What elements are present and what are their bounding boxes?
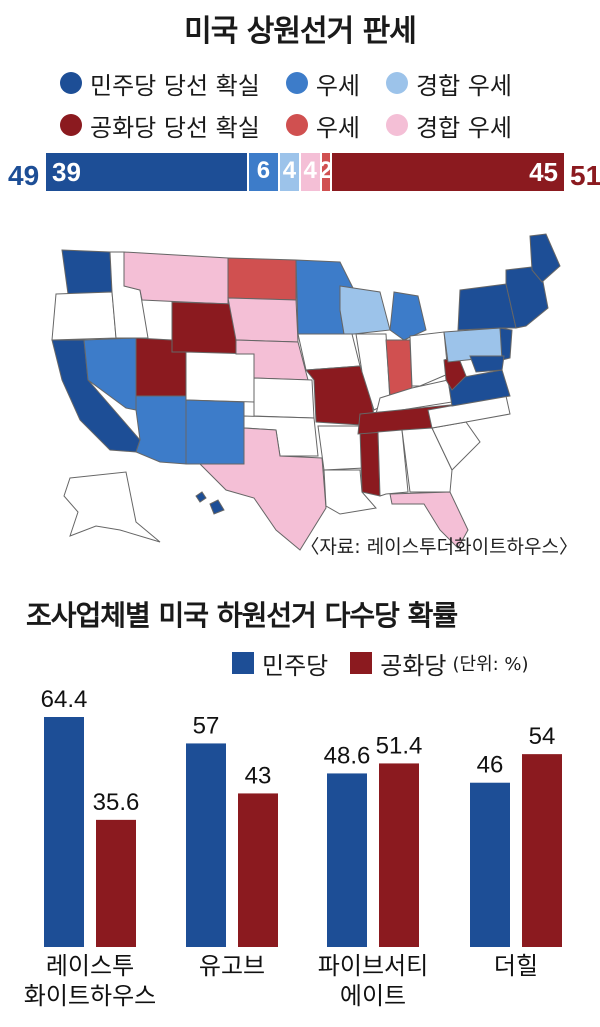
legend-label: 공화당 당선 확실 [90,113,260,142]
bar-0-0 [44,717,84,947]
map-state-ohio [409,331,449,387]
legend-item-rep-lean: 우세 [285,108,360,143]
bar-value-label: 54 [529,723,556,750]
map-state-arkansas [317,425,365,471]
legend-swatch-icon [386,72,408,94]
legend-republican: 공화당 당선 확실 우세 경합 우세 [60,108,538,142]
bar-value-label: 35.6 [93,789,140,816]
category-label: 유고브 [199,952,265,980]
legend-swatch-icon [232,652,254,674]
us-map [51,233,561,551]
legend-swatch-icon [60,72,82,94]
seat-segment-0: 39 [46,153,249,191]
unit-label: (단위: %) [452,654,529,675]
map-state-colorado [185,351,255,403]
map-state-florida [389,491,469,549]
map-state-hawaii [195,491,225,515]
map-state-wisconsin [339,285,391,335]
map-state-south-dakota [227,297,299,343]
seat-segment-3: 4 [300,153,322,191]
legend-label: 경합 우세 [416,71,512,100]
legend-democrat: 민주당 당선 확실 우세 경합 우세 [60,66,538,100]
map-state-kansas [253,377,315,419]
seat-segment-label: 39 [52,157,81,187]
seat-segment-2: 4 [280,153,301,191]
bar-3-0 [470,782,510,947]
legend-label-rep: 공화당 [380,651,447,680]
dem-total: 49 [8,160,40,191]
rep-total: 51 [570,160,600,191]
bar-value-label: 48.6 [324,742,371,769]
category-label: 레이스투 [46,952,134,980]
map-state-louisiana [323,469,377,515]
map-state-oregon [51,291,117,341]
bar-2-0 [327,773,367,947]
category-label: 에이트 [340,982,406,1010]
map-state-michigan [389,291,427,341]
seat-segment-label: 4 [282,157,297,184]
bar-0-1 [96,819,136,947]
category-label: 파이브서티 [318,952,428,980]
category-label: 더힐 [494,952,538,980]
seat-segment-1: 6 [248,153,280,191]
legend-label: 우세 [315,71,360,100]
seat-segment-4: 2 [319,153,333,191]
legend-item-rep-tossup: 경합 우세 [386,108,512,143]
map-state-north-dakota [227,257,297,301]
legend-item-dem-safe: 민주당 당선 확실 [60,66,260,101]
legend-item-dem-lean: 우세 [285,66,360,101]
seat-segment-label: 6 [256,157,271,184]
map-state-alabama [377,429,409,497]
legend-swatch-icon [285,72,308,94]
bar-value-label: 43 [245,762,272,789]
bar-value-label: 64.4 [41,686,88,713]
map-state-new-jersey [499,327,513,361]
legend-label-dem: 민주당 [262,651,329,680]
legend-swatch-icon [386,114,408,136]
map-state-maine [529,233,561,283]
legend-swatch-icon [285,114,308,136]
senate-seat-bar: 39 6 4 4 2 45 [46,153,566,191]
bar-1-1 [238,793,278,947]
map-state-new-york [457,283,517,331]
map-state-arizona [135,395,187,465]
map-state-alaska [63,471,161,543]
map-state-mississippi [359,429,381,497]
map-state-iowa [297,333,361,371]
legend-label: 경합 우세 [416,113,512,142]
legend-swatch-icon [60,114,82,136]
map-state-washington [61,249,113,295]
map-state-indiana [385,339,413,397]
category-label: 화이트하우스 [24,982,156,1010]
seat-segment-label: 45 [529,157,558,187]
bar-value-label: 57 [193,712,220,739]
legend-swatch-icon [350,652,373,674]
house-title: 조사업체별 미국 하원선거 다수당 확률 [26,599,458,632]
legend-label: 민주당 당선 확실 [90,71,260,100]
bar-3-1 [522,754,562,947]
seat-segment-5: 45 [332,153,566,191]
seat-segment-label: 4 [303,157,317,184]
map-state-wyoming [171,301,237,355]
map-state-maryland [469,355,505,373]
map-state-texas [198,427,327,551]
seat-segment-label: 2 [319,157,333,184]
bar-2-1 [379,763,419,947]
senate-source: 〈자료: 레이스투더화이트하우스〉 [300,536,578,558]
legend-item-dem-tossup: 경합 우세 [386,66,512,101]
bar-value-label: 46 [477,752,504,779]
legend-item-rep-safe: 공화당 당선 확실 [60,108,260,143]
legend-label: 우세 [315,113,360,142]
bar-1-0 [186,743,226,947]
bar-value-label: 51.4 [376,732,423,759]
map-state-new-mexico [185,399,245,465]
senate-title: 미국 상원선거 판세 [184,14,417,49]
house-legend: 민주당 공화당 (단위: %) [232,648,529,680]
